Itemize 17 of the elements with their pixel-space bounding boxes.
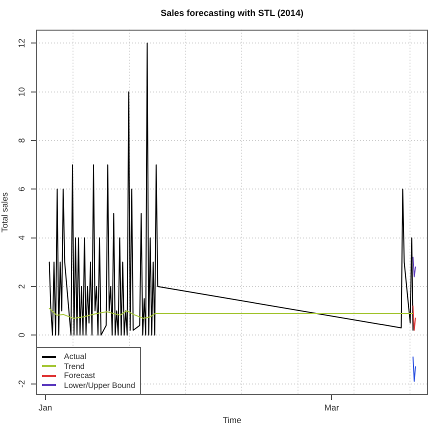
y-tick-label: 6 (16, 186, 27, 192)
y-tick-label: 10 (16, 86, 27, 97)
legend-label: Trend (64, 362, 85, 371)
y-tick-label: 2 (16, 284, 27, 289)
legend-label: Actual (64, 352, 86, 362)
y-tick-label: 0 (16, 332, 27, 338)
y-tick-label: 4 (16, 235, 27, 240)
y-tick-label: -2 (16, 380, 27, 388)
legend-label: Forecast (64, 371, 96, 380)
y-tick-label: 12 (16, 38, 27, 48)
x-tick-label: Mar (324, 402, 340, 412)
legend-label: Lower/Upper Bound (64, 380, 136, 390)
x-tick-label: Jan (38, 402, 52, 412)
y-axis-title: Total sales (0, 192, 10, 232)
chart-title: Sales forecasting with STL (2014) (160, 8, 304, 18)
y-tick-label: 8 (16, 138, 27, 143)
x-axis-title: Time (222, 415, 242, 426)
